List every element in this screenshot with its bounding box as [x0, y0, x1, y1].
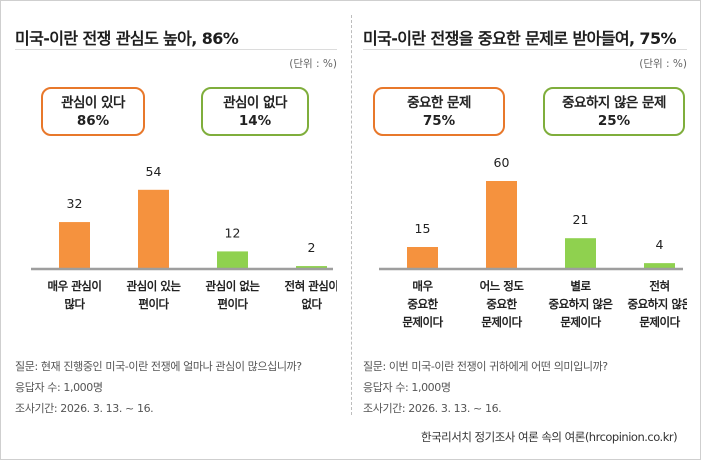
bar-chart-importance: 15 매우 중요한 문제이다 60 어느 정도 중요한 문제이다 21 별로 중요하지 않은 문제이다… [379, 155, 687, 329]
bar-1 [59, 222, 90, 269]
summary-box-important: 중요한 문제 75% [373, 87, 505, 136]
question-text: 질문: 이번 미국-이란 전쟁이 귀하에게 어떤 의미입니까? [363, 360, 608, 373]
summary-label: 관심이 있다 [61, 95, 125, 111]
bar-4 [296, 266, 327, 269]
data-label: 60 [494, 155, 510, 170]
panel-divider [351, 15, 352, 415]
respondents-text: 응답자 수: 1,000명 [15, 381, 103, 394]
category-label: 관심이 없는 편이다 [206, 279, 261, 311]
category-label: 별로 중요하지 않은 문제이다 [549, 279, 614, 329]
panel-title: 미국-이란 전쟁 관심도 높아, 86% [15, 29, 239, 48]
survey-period-text: 조사기간: 2026. 3. 13. ~ 16. [363, 402, 502, 415]
data-label: 32 [67, 196, 83, 211]
summary-value: 25% [597, 113, 631, 129]
bar-3 [217, 251, 248, 269]
bar-4 [644, 263, 675, 269]
summary-value: 14% [238, 113, 272, 129]
title-divider [15, 49, 337, 50]
summary-value: 86% [76, 113, 110, 129]
data-label: 4 [656, 237, 664, 252]
unit-label: (단위 : %) [639, 58, 687, 70]
category-label: 매우 관심이 많다 [48, 279, 102, 311]
data-label: 12 [225, 225, 241, 240]
summary-label: 중요한 문제 [407, 95, 471, 111]
data-label: 21 [573, 212, 589, 227]
summary-box-not-interested: 관심이 없다 14% [201, 87, 309, 136]
bar-3 [565, 238, 596, 269]
bar-2 [486, 181, 517, 269]
data-label: 54 [146, 164, 162, 179]
unit-label: (단위 : %) [289, 58, 337, 70]
category-label: 어느 정도 중요한 문제이다 [480, 279, 525, 329]
data-label: 2 [308, 240, 316, 255]
category-label: 매우 중요한 문제이다 [402, 279, 443, 329]
panel-title: 미국-이란 전쟁을 중요한 문제로 받아들여, 75% [363, 29, 677, 48]
summary-box-interested: 관심이 있다 86% [41, 87, 145, 136]
bar-chart-interest: 32 매우 관심이 많다 54 관심이 있는 편이다 12 관심이 없는 편이다 2 전혀 관심이 없… [31, 164, 337, 311]
category-label: 전혀 관심이 없다 [285, 279, 337, 311]
panel-importance: 미국-이란 전쟁을 중요한 문제로 받아들여, 75% (단위 : %) 중요한… [363, 1, 687, 421]
question-text: 질문: 현재 진행중인 미국-이란 전쟁에 얼마나 관심이 많으십니까? [15, 360, 302, 373]
bar-1 [407, 247, 438, 269]
bar-2 [138, 189, 169, 269]
summary-label: 관심이 없다 [223, 95, 287, 111]
title-divider [363, 49, 687, 50]
summary-label: 중요하지 않은 문제 [562, 95, 666, 111]
summary-value: 75% [422, 113, 456, 129]
data-label: 15 [415, 221, 431, 236]
respondents-text: 응답자 수: 1,000명 [363, 381, 451, 394]
category-label: 전혀 중요하지 않은 문제이다 [628, 279, 687, 329]
survey-period-text: 조사기간: 2026. 3. 13. ~ 16. [15, 402, 154, 415]
category-label: 관심이 있는 편이다 [127, 279, 182, 311]
panel-interest: 미국-이란 전쟁 관심도 높아, 86% (단위 : %) 관심이 있다 86%… [15, 1, 337, 421]
source-credit: 한국리서치 정기조사 여론 속의 여론(hrcopinion.co.kr) [421, 430, 678, 444]
summary-box-not-important: 중요하지 않은 문제 25% [543, 87, 685, 136]
